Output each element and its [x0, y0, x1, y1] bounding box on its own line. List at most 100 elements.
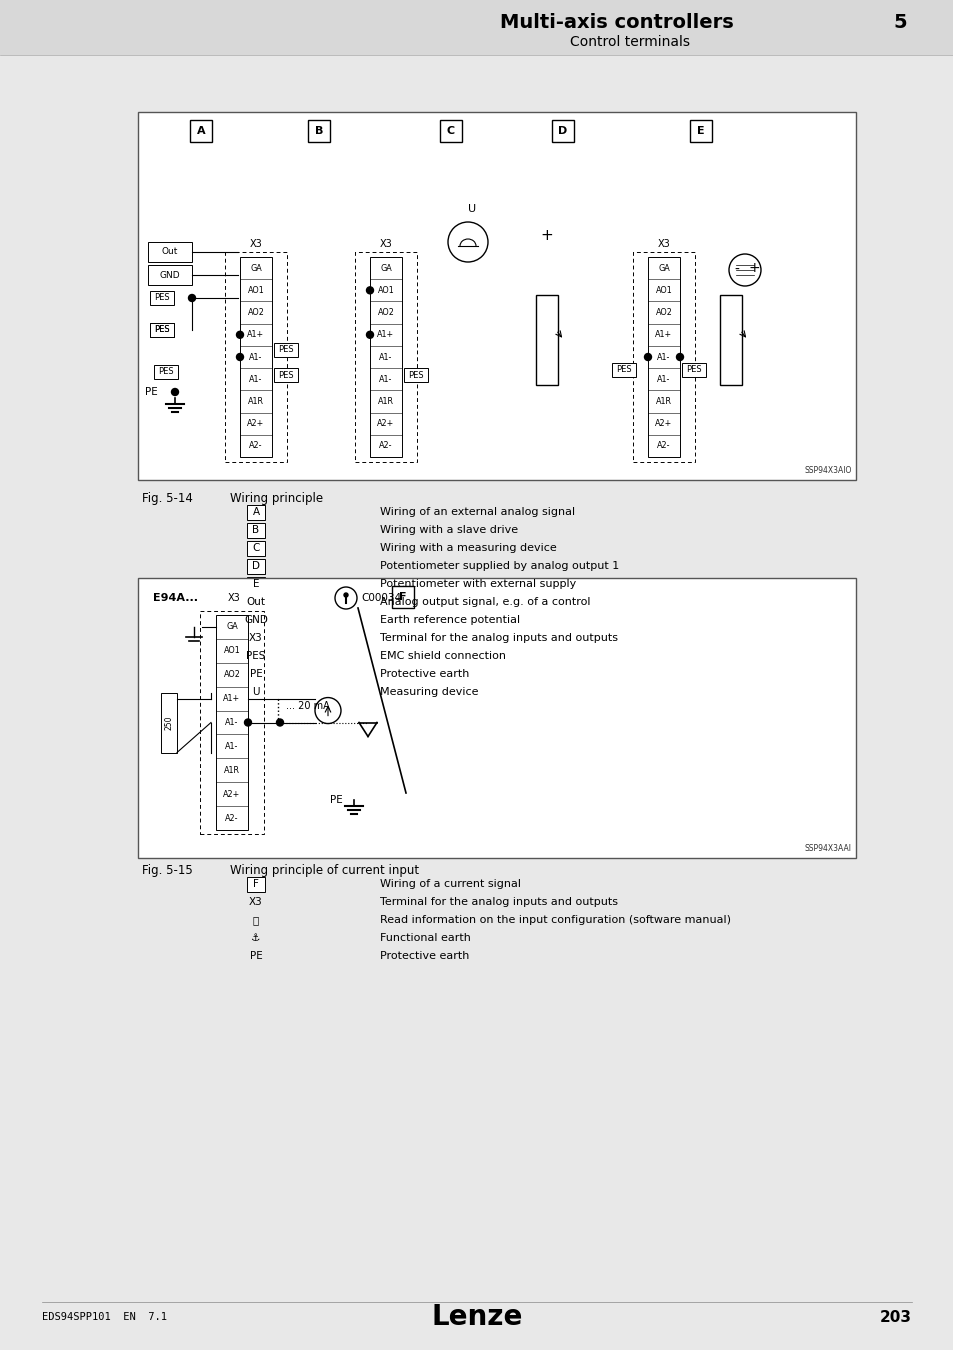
Text: A2-: A2- — [249, 441, 262, 451]
Text: D: D — [558, 126, 567, 136]
Text: E94A...: E94A... — [152, 593, 198, 603]
Text: Wiring of a current signal: Wiring of a current signal — [379, 879, 520, 890]
Text: A1-: A1- — [379, 375, 393, 383]
Text: PE: PE — [330, 795, 343, 805]
Text: PES: PES — [278, 346, 294, 355]
Text: A1-: A1- — [379, 352, 393, 362]
Bar — [612, 363, 636, 377]
Bar — [138, 112, 855, 481]
Text: A1R: A1R — [656, 397, 671, 406]
Text: PES: PES — [616, 366, 631, 374]
Bar — [647, 256, 679, 458]
Bar — [215, 616, 248, 830]
Circle shape — [644, 354, 651, 360]
Text: A1R: A1R — [377, 397, 394, 406]
Text: AO2: AO2 — [377, 308, 394, 317]
Text: SSP94X3AIO: SSP94X3AIO — [803, 466, 851, 475]
Text: AO2: AO2 — [655, 308, 672, 317]
Text: X3: X3 — [379, 239, 392, 248]
Text: A: A — [253, 508, 259, 517]
Bar — [720, 296, 741, 385]
Bar — [681, 363, 705, 377]
Circle shape — [676, 354, 682, 360]
Text: C: C — [446, 126, 455, 136]
Text: X3: X3 — [250, 239, 262, 248]
Bar — [247, 541, 265, 556]
Text: A2-: A2- — [225, 814, 238, 822]
Circle shape — [335, 587, 356, 609]
Text: Wiring with a slave drive: Wiring with a slave drive — [379, 525, 517, 535]
Bar — [138, 578, 855, 859]
Bar — [689, 120, 711, 142]
Text: Functional earth: Functional earth — [379, 933, 471, 944]
Text: Terminal for the analog inputs and outputs: Terminal for the analog inputs and outpu… — [379, 896, 618, 907]
Text: PES: PES — [408, 370, 423, 379]
Bar — [150, 323, 173, 338]
Text: A2+: A2+ — [247, 418, 264, 428]
Bar — [439, 120, 461, 142]
Text: Measuring device: Measuring device — [379, 687, 478, 697]
Bar — [247, 559, 265, 574]
Text: A1+: A1+ — [655, 331, 672, 339]
Text: PE: PE — [250, 950, 262, 961]
Text: U: U — [468, 204, 476, 215]
Bar — [370, 256, 401, 458]
Text: A2-: A2- — [657, 441, 670, 451]
Text: Wiring of an external analog signal: Wiring of an external analog signal — [379, 508, 575, 517]
Circle shape — [728, 254, 760, 286]
Text: A1+: A1+ — [223, 694, 240, 703]
Text: Read information on the input configuration (software manual): Read information on the input configurat… — [379, 915, 730, 925]
Text: A1-: A1- — [657, 352, 670, 362]
Text: A: A — [196, 126, 205, 136]
Text: Terminal for the analog inputs and outputs: Terminal for the analog inputs and outpu… — [379, 633, 618, 643]
Bar — [247, 522, 265, 539]
Text: PE: PE — [250, 670, 262, 679]
Text: 203: 203 — [879, 1310, 911, 1324]
Circle shape — [314, 698, 340, 724]
Bar — [247, 505, 265, 520]
Text: Earth reference potential: Earth reference potential — [379, 616, 519, 625]
Text: A1-: A1- — [249, 375, 262, 383]
Text: PES: PES — [278, 370, 294, 379]
Text: F: F — [253, 879, 258, 890]
Text: ⚓: ⚓ — [251, 933, 260, 944]
Text: GA: GA — [226, 622, 237, 632]
Text: F: F — [399, 593, 406, 602]
Text: AO1: AO1 — [655, 286, 672, 294]
Text: PES: PES — [246, 651, 265, 661]
Bar — [148, 242, 192, 262]
Bar — [247, 684, 265, 701]
Circle shape — [244, 720, 252, 726]
Text: Multi-axis controllers: Multi-axis controllers — [499, 12, 733, 31]
Text: 5: 5 — [892, 12, 906, 31]
Bar — [274, 369, 297, 382]
Text: GA: GA — [658, 263, 669, 273]
Text: C: C — [252, 543, 259, 554]
Bar — [633, 252, 695, 462]
Text: A1+: A1+ — [377, 331, 395, 339]
Text: A2+: A2+ — [377, 418, 395, 428]
Text: 250: 250 — [164, 716, 173, 730]
Bar — [148, 265, 192, 285]
Text: A2-: A2- — [379, 441, 393, 451]
Text: Wiring with a measuring device: Wiring with a measuring device — [379, 543, 557, 554]
Text: Protective earth: Protective earth — [379, 670, 469, 679]
Circle shape — [366, 331, 374, 339]
Bar — [200, 612, 264, 834]
Text: ... 20 mA: ... 20 mA — [286, 701, 330, 710]
Bar — [552, 120, 574, 142]
Bar — [240, 256, 272, 458]
Bar — [0, 0, 953, 55]
Text: Lenze: Lenze — [431, 1303, 522, 1331]
Text: X3: X3 — [249, 896, 263, 907]
Bar — [308, 120, 330, 142]
Text: GA: GA — [250, 263, 262, 273]
Text: -: - — [734, 263, 739, 277]
Text: A1-: A1- — [225, 743, 238, 751]
Circle shape — [366, 286, 374, 294]
Text: PE: PE — [145, 387, 157, 397]
Text: Wiring principle of current input: Wiring principle of current input — [230, 864, 418, 878]
Text: PES: PES — [158, 367, 173, 377]
Text: AO1: AO1 — [248, 286, 264, 294]
Text: +: + — [540, 228, 553, 243]
